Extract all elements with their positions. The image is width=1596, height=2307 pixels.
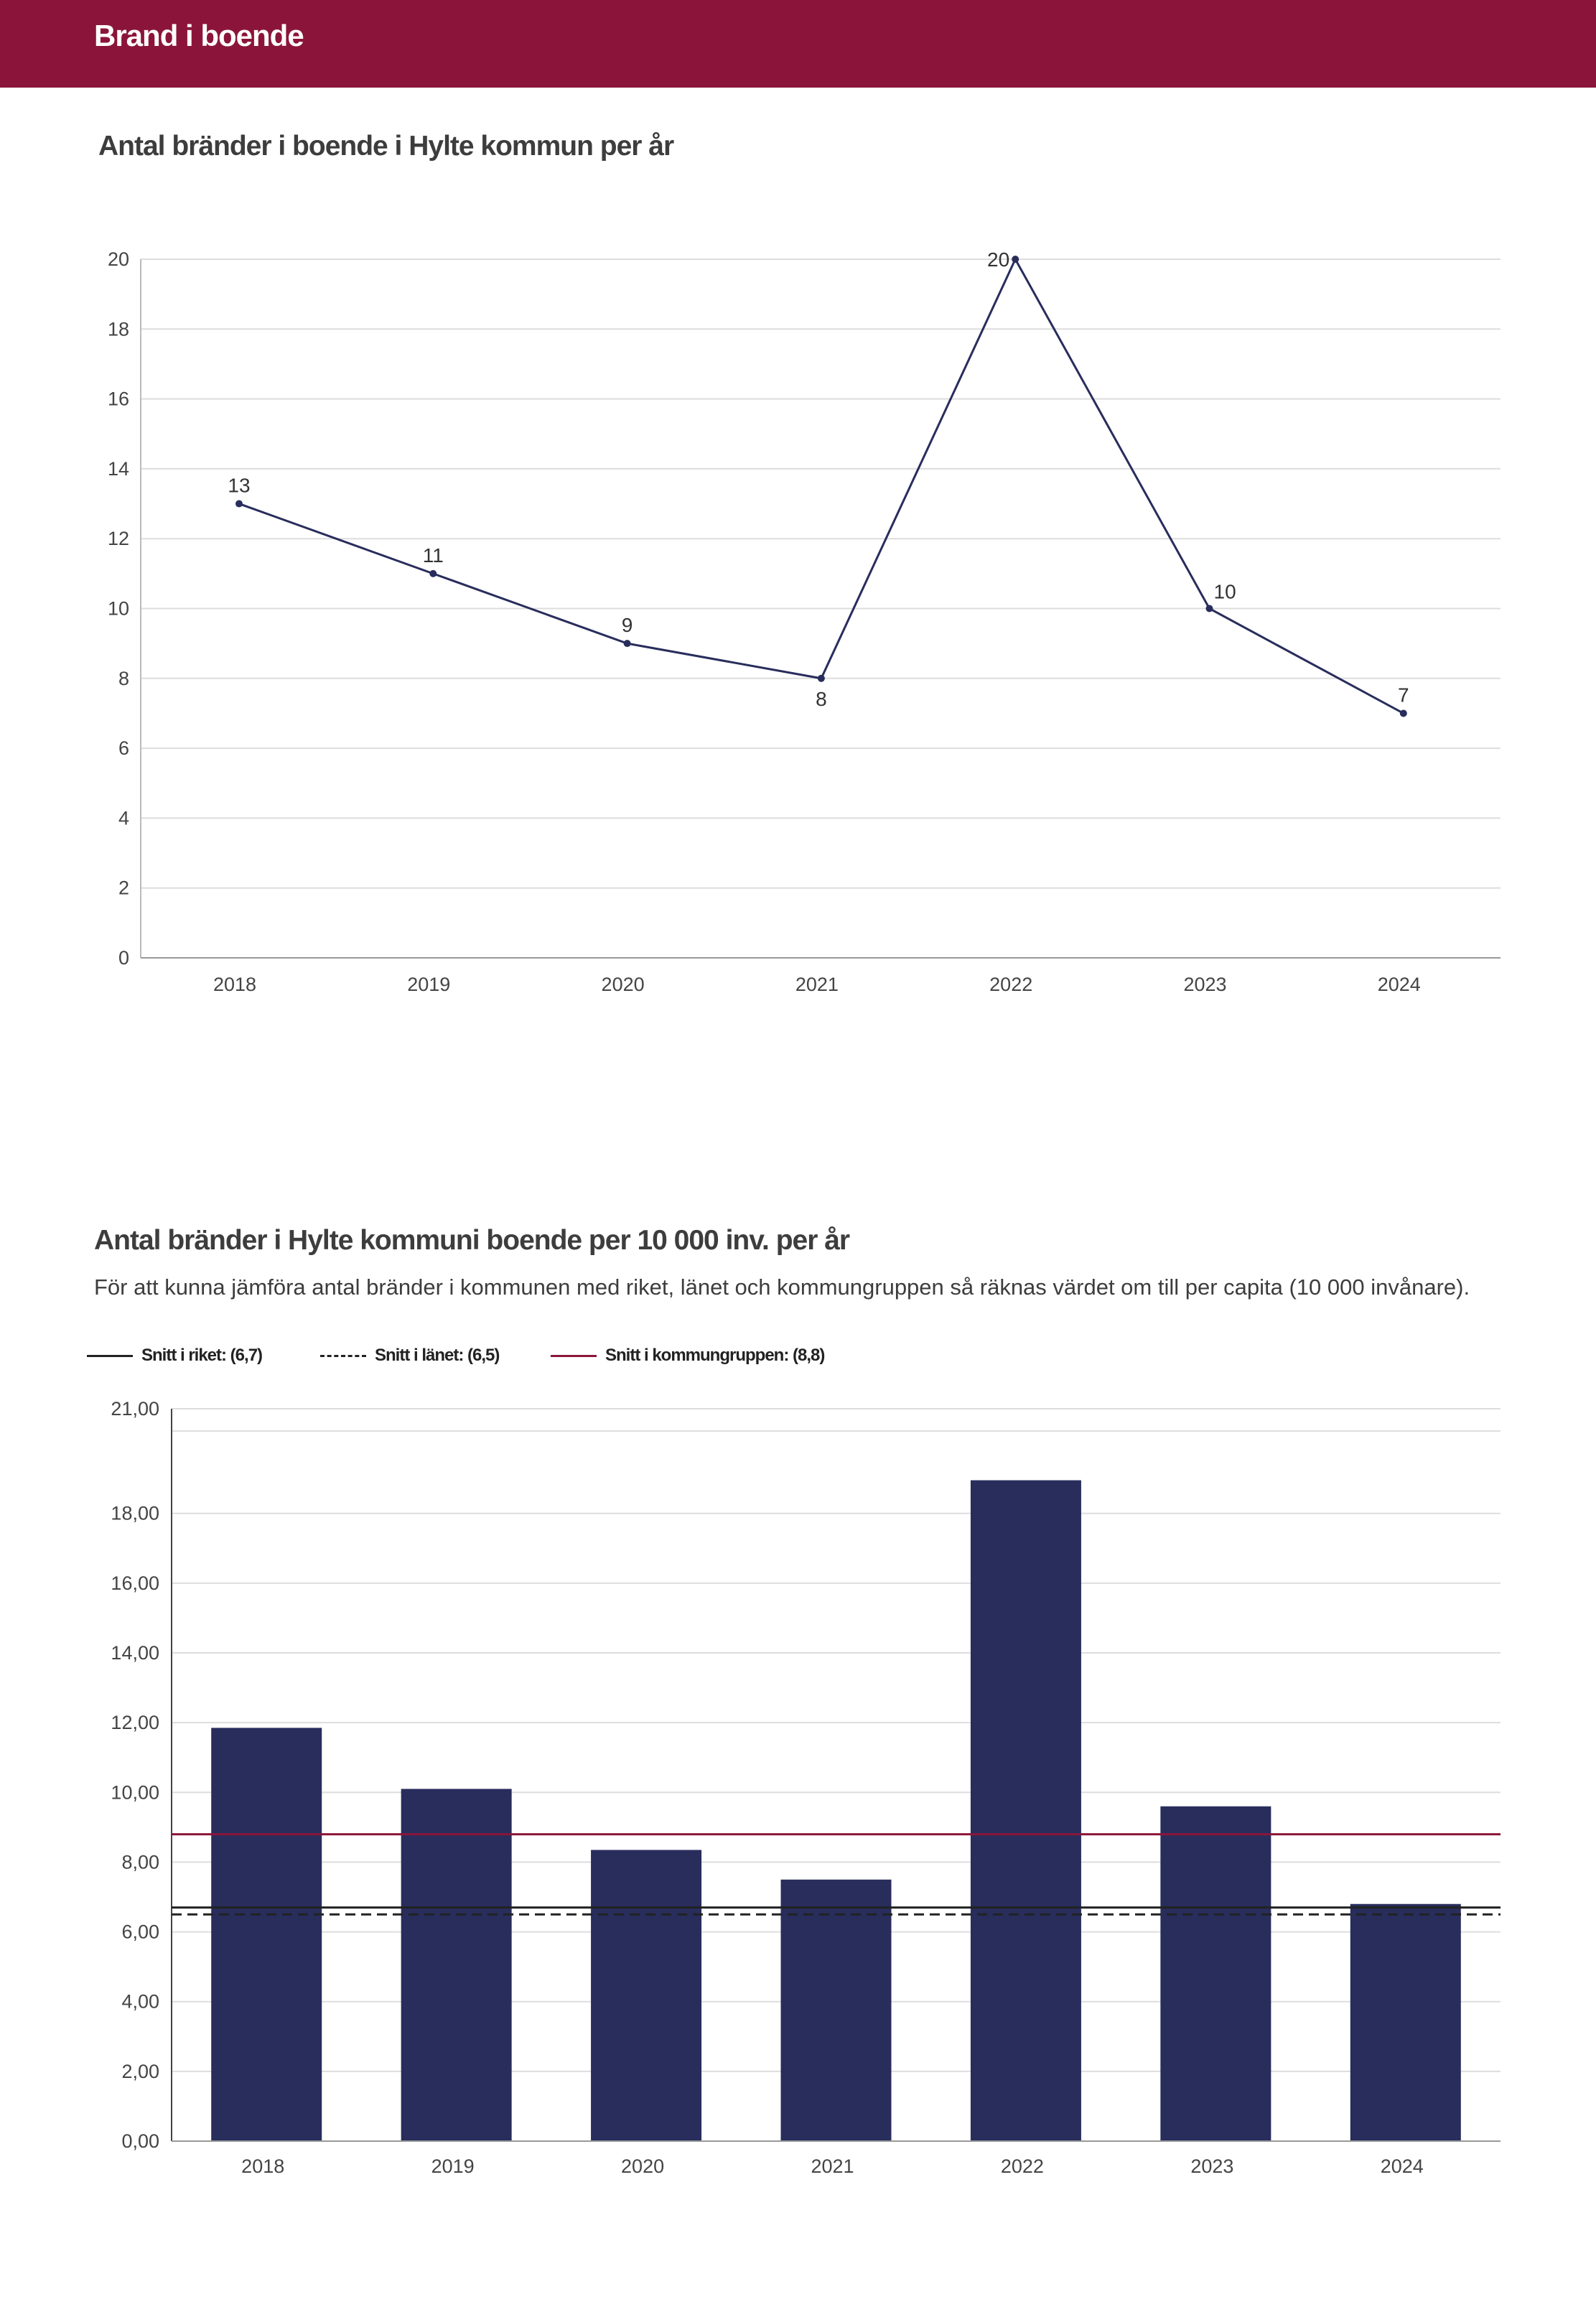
x-tick-label: 2024 (1381, 2155, 1424, 2177)
x-tick-label: 2024 (1378, 974, 1421, 995)
data-label: 8 (816, 688, 827, 710)
x-tick-label: 2022 (1001, 2155, 1044, 2177)
chart2-legend: Snitt i riket: (6,7) Snitt i länet: (6,5… (0, 1343, 1596, 1371)
legend-line-kommungrupp (551, 1354, 597, 1357)
legend-item-lanet: Snitt i länet: (6,5) (320, 1343, 500, 1369)
y-tick-label: 16,00 (111, 1572, 159, 1594)
y-tick-label: 14 (108, 458, 129, 480)
data-point (623, 640, 631, 648)
bar (780, 1879, 892, 2141)
y-tick-label: 2,00 (121, 2061, 159, 2082)
x-tick-label: 2020 (602, 974, 645, 995)
data-point (817, 674, 825, 682)
y-tick-label: 21,00 (111, 1398, 159, 1420)
legend-line-riket (87, 1354, 133, 1357)
y-tick-label: 6 (118, 737, 129, 759)
y-tick-label: 10,00 (111, 1781, 159, 1803)
y-tick-label: 16 (108, 388, 129, 410)
y-tick-label: 4 (118, 807, 129, 829)
x-tick-label: 2023 (1183, 974, 1226, 995)
y-tick-label: 0,00 (121, 2130, 159, 2152)
page-header-title: Brand i boende (94, 19, 304, 52)
y-tick-label: 6,00 (121, 1921, 159, 1943)
x-tick-label: 2018 (213, 974, 256, 995)
y-tick-label: 8 (118, 668, 129, 689)
data-label: 11 (423, 544, 444, 567)
data-point (1205, 605, 1213, 612)
data-point (235, 500, 243, 508)
legend-label-riket: Snitt i riket: (6,7) (141, 1346, 263, 1365)
legend-item-riket: Snitt i riket: (6,7) (87, 1343, 263, 1369)
data-label: 7 (1398, 684, 1409, 706)
legend-line-lanet (320, 1354, 366, 1357)
y-tick-label: 12,00 (111, 1712, 159, 1733)
x-tick-label: 2020 (621, 2155, 664, 2177)
x-tick-label: 2023 (1190, 2155, 1233, 2177)
y-tick-label: 8,00 (121, 1851, 159, 1873)
data-point (429, 569, 437, 577)
bar (401, 1789, 512, 2141)
x-tick-label: 2021 (795, 974, 839, 995)
y-tick-label: 20 (108, 248, 129, 270)
data-label: 20 (987, 248, 1009, 271)
y-tick-label: 18 (108, 318, 129, 340)
legend-label-lanet: Snitt i länet: (6,5) (375, 1346, 500, 1365)
bar (211, 1728, 322, 2141)
x-tick-label: 2021 (811, 2155, 854, 2177)
bar (1160, 1806, 1271, 2141)
legend-label-kommungrupp: Snitt i kommungruppen: (8,8) (605, 1346, 825, 1365)
data-label: 10 (1214, 581, 1236, 603)
chart2-title: Antal bränder i Hylte kommuni boende per… (94, 1225, 850, 1256)
x-tick-label: 2022 (989, 974, 1032, 995)
bar (591, 1850, 702, 2141)
y-tick-label: 12 (108, 528, 129, 549)
y-tick-label: 4,00 (121, 1991, 159, 2013)
data-label: 13 (228, 475, 250, 497)
y-tick-label: 18,00 (111, 1503, 159, 1524)
legend-item-kommungrupp: Snitt i kommungruppen: (8,8) (551, 1343, 825, 1369)
bar (970, 1480, 1081, 2141)
chart2-subtitle: För att kunna jämföra antal bränder i ko… (94, 1274, 1470, 1300)
x-tick-label: 2019 (431, 2155, 475, 2177)
y-tick-label: 10 (108, 598, 129, 620)
page-header: Brand i boende (0, 0, 1596, 88)
data-label: 9 (622, 614, 633, 636)
x-tick-label: 2018 (241, 2155, 284, 2177)
bar (1350, 1903, 1461, 2141)
y-tick-label: 0 (118, 947, 129, 969)
chart1-title: Antal bränder i boende i Hylte kommun pe… (98, 131, 674, 162)
x-tick-label: 2019 (407, 974, 450, 995)
data-point (1399, 709, 1407, 717)
y-tick-label: 2 (118, 877, 129, 899)
y-tick-label: 14,00 (111, 1642, 159, 1664)
data-point (1012, 256, 1019, 263)
